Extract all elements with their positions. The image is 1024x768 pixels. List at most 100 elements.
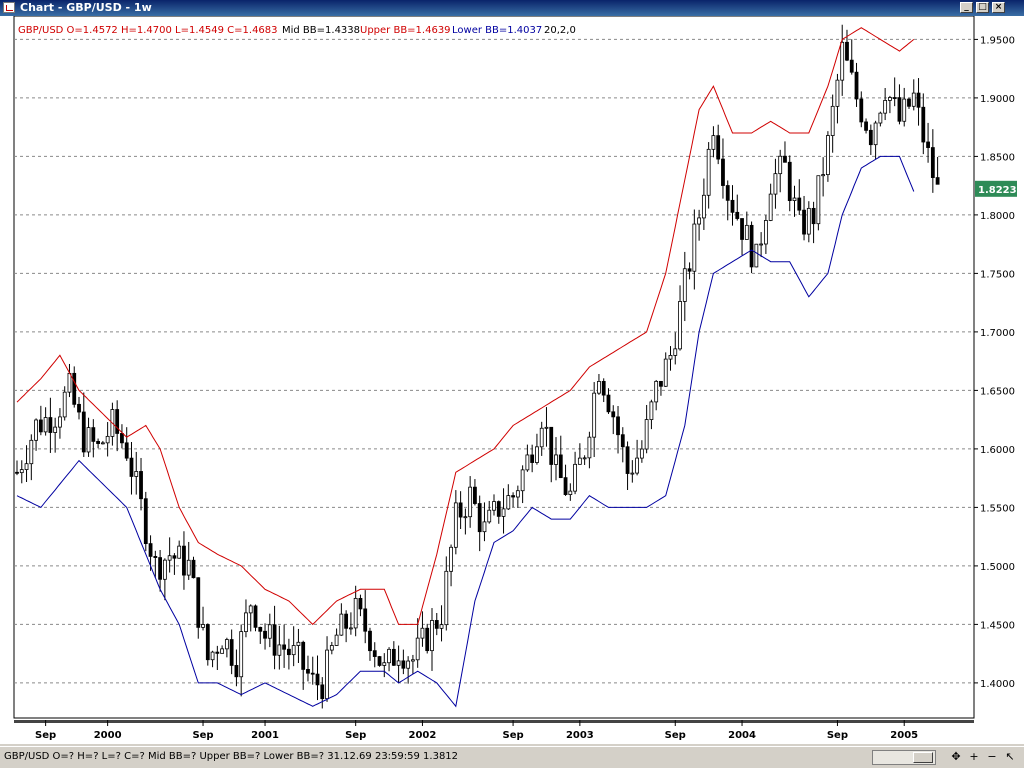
- x-tick-label: 2005: [890, 730, 918, 741]
- bar-body: [892, 97, 897, 99]
- chart-window-icon: [3, 2, 15, 13]
- bar-body: [773, 173, 778, 195]
- price-bar: [535, 433, 539, 465]
- bar-body: [639, 448, 644, 459]
- price-bar: [744, 211, 749, 240]
- bar-body: [549, 426, 554, 465]
- price-bar: [797, 179, 802, 215]
- price-bar: [725, 180, 730, 221]
- price-bar: [625, 441, 630, 490]
- bar-body: [811, 207, 816, 225]
- price-bar: [306, 655, 310, 682]
- bar-body: [229, 639, 234, 666]
- bar-body: [387, 648, 391, 664]
- price-bar: [907, 97, 911, 109]
- price-bar: [468, 476, 473, 528]
- bar-body: [100, 442, 105, 445]
- price-bar: [740, 218, 744, 256]
- price-bar: [630, 460, 635, 483]
- bar-body: [759, 243, 764, 246]
- price-bar: [248, 604, 253, 632]
- plot-area[interactable]: [13, 15, 975, 719]
- zoom-out-button[interactable]: −: [987, 750, 997, 763]
- price-bar: [182, 531, 186, 590]
- price-bar: [549, 426, 554, 483]
- price-bar: [196, 577, 201, 639]
- header-ohlc: GBP/USD O=1.4572 H=1.4700 L=1.4549 C=1.4…: [18, 25, 278, 36]
- bar-body: [535, 446, 539, 463]
- bar-body: [520, 469, 525, 492]
- price-bar: [806, 201, 811, 243]
- lower-bollinger-band: [16, 155, 915, 708]
- bar-body: [334, 634, 339, 646]
- price-bar: [868, 124, 873, 155]
- price-bar: [339, 603, 344, 636]
- price-bar: [153, 550, 158, 578]
- price-bar: [783, 141, 787, 163]
- bar-body: [673, 348, 678, 356]
- price-bar: [191, 556, 196, 579]
- price-bar: [263, 623, 267, 650]
- maximize-button[interactable]: □: [976, 2, 989, 13]
- price-bar: [406, 656, 411, 684]
- price-bar: [186, 541, 191, 580]
- y-tick-label: 1.5500: [980, 503, 1015, 514]
- price-bar: [802, 195, 806, 241]
- price-bar: [348, 612, 353, 635]
- price-bar: [129, 441, 134, 495]
- price-bar: [24, 445, 29, 482]
- bar-body: [401, 660, 406, 669]
- price-bar: [391, 641, 396, 666]
- bar-body: [458, 502, 463, 518]
- price-bar: [81, 392, 86, 457]
- bar-body: [148, 543, 153, 557]
- price-bar: [420, 611, 425, 647]
- price-bar: [606, 388, 611, 414]
- price-bar: [616, 405, 620, 454]
- bar-body: [597, 381, 601, 394]
- bar-body: [888, 97, 892, 101]
- x-tick-label: 2000: [94, 730, 122, 741]
- price-bar: [291, 626, 296, 667]
- bar-body: [177, 545, 182, 559]
- price-bar: [768, 183, 773, 222]
- bar-body: [210, 651, 215, 661]
- bar-body: [778, 155, 783, 175]
- bar-body: [58, 416, 62, 428]
- price-bar: [72, 366, 77, 408]
- bar-body: [53, 426, 58, 433]
- bar-body: [406, 660, 411, 669]
- time-scrollbar[interactable]: [872, 750, 936, 765]
- bar-body: [654, 380, 659, 403]
- close-button[interactable]: ×: [992, 2, 1005, 13]
- price-bar: [721, 138, 725, 199]
- scroll-thumb[interactable]: [913, 752, 933, 763]
- bar-body: [162, 559, 167, 580]
- price-bar: [482, 502, 487, 542]
- cursor-icon[interactable]: ↖: [1005, 750, 1015, 763]
- price-bar: [754, 243, 759, 268]
- bar-body: [86, 427, 91, 453]
- price-bar: [697, 209, 702, 241]
- price-bar: [811, 201, 816, 244]
- price-bar: [749, 221, 754, 274]
- price-bar: [692, 209, 697, 290]
- zoom-in-button[interactable]: +: [969, 750, 979, 763]
- bar-body: [582, 457, 587, 460]
- bar-body: [120, 433, 124, 444]
- x-tick-label: 2003: [566, 730, 594, 741]
- price-bar: [792, 185, 797, 217]
- price-bar: [105, 422, 110, 457]
- bar-body: [678, 301, 682, 350]
- price-bar: [515, 485, 520, 508]
- minimize-button[interactable]: _: [960, 2, 973, 13]
- chart-frame[interactable]: 1.9500 1.9000 1.8500 1.8000 1.7500 1.7000 1.65…: [0, 15, 1024, 744]
- bar-body: [930, 147, 935, 178]
- price-bar: [167, 537, 172, 573]
- price-bar: [601, 378, 606, 403]
- pan-icon[interactable]: ✥: [951, 750, 961, 763]
- bar-body: [568, 490, 573, 495]
- price-chart[interactable]: 1.9500 1.9000 1.8500 1.8000 1.7500 1.7000 1.65…: [0, 15, 1024, 744]
- price-bar: [115, 400, 120, 452]
- price-bar: [888, 95, 892, 114]
